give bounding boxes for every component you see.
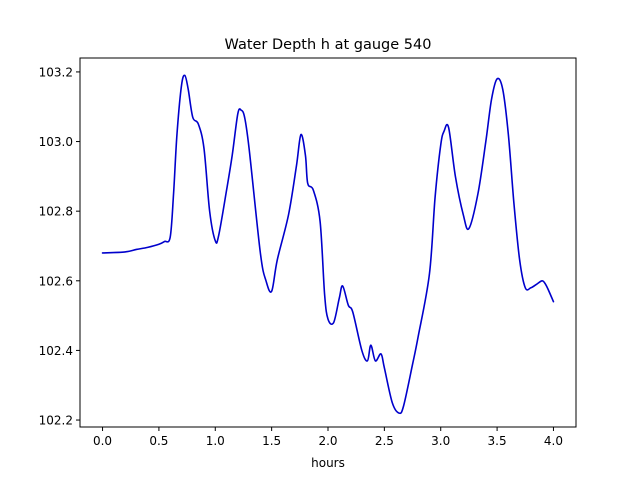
- x-tick-label: 3.0: [431, 434, 450, 448]
- y-tick-label: 103.2: [39, 65, 73, 79]
- x-tick-label: 1.5: [262, 434, 281, 448]
- series-line-0: [101, 74, 555, 415]
- plot-series: [101, 74, 555, 415]
- plot-frame: [79, 57, 577, 428]
- y-tick-label: 102.8: [39, 205, 73, 219]
- x-tick-label: 0.0: [93, 434, 112, 448]
- x-tick-label: 0.5: [149, 434, 168, 448]
- y-tick-label: 102.4: [39, 344, 73, 358]
- x-axis-label: hours: [311, 456, 345, 470]
- y-tick-label: 102.6: [39, 274, 73, 288]
- x-tick-label: 2.0: [318, 434, 337, 448]
- x-axis: 0.0 0.5 1.0 1.5 2.0 2.5 3.0 3.5 4.0: [93, 427, 563, 448]
- chart-title: Water Depth h at gauge 540: [225, 37, 432, 53]
- y-tick-label: 103.0: [39, 135, 73, 149]
- x-tick-label: 2.5: [375, 434, 394, 448]
- y-tick-label: 102.2: [39, 414, 73, 428]
- x-tick-label: 4.0: [544, 434, 563, 448]
- x-tick-label: 3.5: [488, 434, 507, 448]
- y-axis: 102.2 102.4 102.6 102.8 103.0 103.2: [39, 65, 80, 428]
- x-tick-label: 1.0: [206, 434, 225, 448]
